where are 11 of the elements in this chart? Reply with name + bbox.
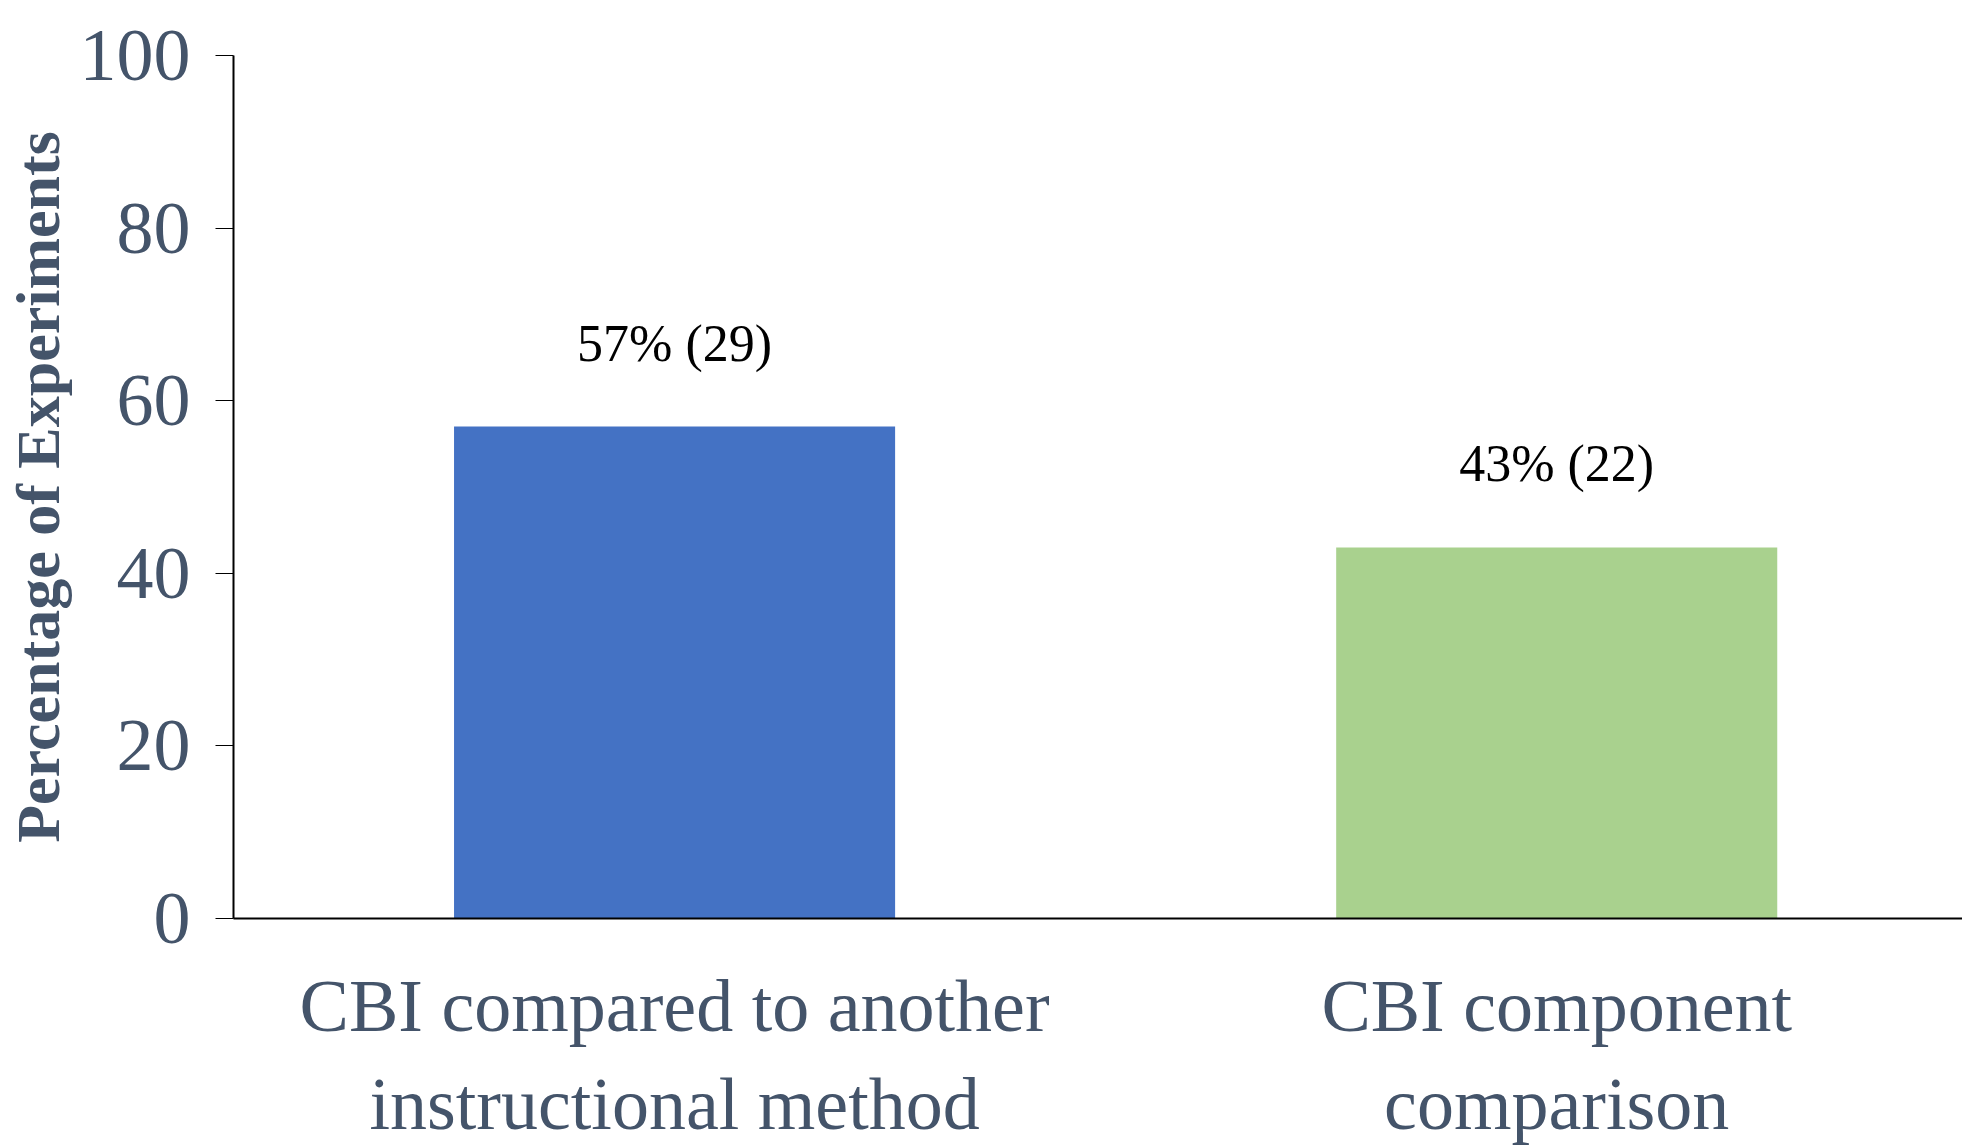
data-label: 43% (22) [1459,435,1655,494]
data-label: 57% (29) [577,314,773,373]
y-tick-label: 60 [116,359,191,442]
y-tick-label: 0 [153,877,191,959]
y-tick-label: 100 [79,14,191,96]
y-axis-title: Percentage of Experiments [3,131,72,843]
x-tick-label: CBI component comparison [1321,964,1793,1145]
y-tick-label: 20 [116,704,191,787]
x-tick-label: CBI compared to another instructional method [299,964,1050,1145]
y-tick-label: 40 [116,531,191,614]
y-tick-label: 80 [116,186,191,269]
